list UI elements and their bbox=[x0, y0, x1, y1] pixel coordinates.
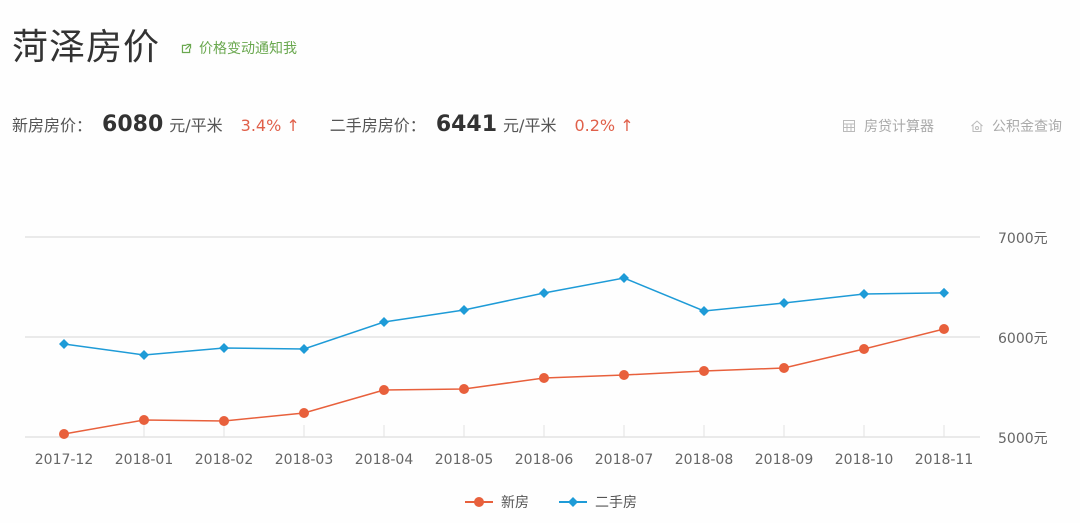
second-house-price-change: 0.2% ↑ bbox=[574, 116, 634, 135]
new-house-price-value: 6080 bbox=[102, 112, 164, 137]
legend-second-house[interactable]: 二手房 bbox=[559, 492, 637, 512]
x-tick-label: 2018-08 bbox=[675, 452, 734, 468]
data-point[interactable] bbox=[619, 273, 629, 283]
data-point[interactable] bbox=[859, 289, 869, 299]
data-point[interactable] bbox=[459, 384, 469, 394]
new-house-price-change: 3.4% ↑ bbox=[240, 116, 300, 135]
data-point[interactable] bbox=[699, 306, 709, 316]
x-tick-label: 2018-03 bbox=[275, 452, 334, 468]
data-point[interactable] bbox=[779, 363, 789, 373]
x-tick-label: 2018-09 bbox=[755, 452, 814, 468]
x-tick-label: 2018-07 bbox=[595, 452, 654, 468]
data-point[interactable] bbox=[219, 416, 229, 426]
fund-query-label: 公积金查询 bbox=[992, 119, 1062, 135]
legend-new-house-label: 新房 bbox=[501, 495, 529, 511]
data-point[interactable] bbox=[299, 408, 309, 418]
data-point[interactable] bbox=[939, 287, 949, 298]
chart-legend: 新房 二手房 bbox=[465, 492, 637, 512]
data-point[interactable] bbox=[699, 366, 709, 376]
diamond-marker-icon bbox=[559, 497, 587, 507]
x-tick-label: 2018-02 bbox=[195, 452, 254, 468]
series-line bbox=[63, 277, 945, 356]
data-point[interactable] bbox=[219, 343, 229, 353]
new-house-price-unit: 元/平米 bbox=[169, 116, 223, 135]
legend-new-house[interactable]: 新房 bbox=[465, 492, 529, 512]
data-point[interactable] bbox=[299, 344, 309, 354]
page-title: 菏泽房价 bbox=[12, 27, 161, 68]
data-point[interactable] bbox=[59, 339, 69, 349]
calculator-icon bbox=[843, 120, 855, 132]
x-tick-label: 2018-04 bbox=[355, 452, 414, 468]
data-point[interactable] bbox=[379, 385, 389, 395]
second-house-price-value: 6441 bbox=[435, 112, 498, 137]
circle-marker-icon bbox=[465, 497, 493, 507]
x-tick-label: 2018-05 bbox=[435, 452, 494, 468]
x-tick-label: 2017-12 bbox=[35, 452, 94, 468]
y-tick-label: 7000元 bbox=[998, 231, 1048, 247]
new-house-price-label: 新房房价： bbox=[12, 116, 93, 135]
fund-query-link[interactable]: 公积金查询 bbox=[970, 116, 1062, 136]
data-point[interactable] bbox=[59, 429, 69, 439]
series-line bbox=[63, 328, 945, 435]
x-tick-label: 2018-11 bbox=[915, 452, 974, 468]
house-icon bbox=[971, 120, 983, 132]
data-point[interactable] bbox=[459, 305, 469, 315]
external-link-icon bbox=[181, 43, 192, 53]
second-house-price-label: 二手房房价： bbox=[329, 116, 426, 135]
data-point[interactable] bbox=[379, 317, 389, 327]
y-tick-label: 6000元 bbox=[998, 331, 1048, 347]
tools-bar: 房贷计算器 公积金查询 bbox=[842, 116, 1062, 136]
loan-calculator-link[interactable]: 房贷计算器 bbox=[842, 116, 934, 136]
x-tick-label: 2018-10 bbox=[835, 452, 894, 468]
legend-second-house-label: 二手房 bbox=[595, 495, 637, 511]
data-point[interactable] bbox=[539, 373, 549, 383]
loan-calculator-label: 房贷计算器 bbox=[864, 119, 934, 135]
notify-label: 价格变动通知我 bbox=[199, 41, 297, 57]
y-tick-label: 5000元 bbox=[998, 431, 1048, 447]
second-house-price-unit: 元/平米 bbox=[503, 116, 557, 135]
x-tick-label: 2018-06 bbox=[515, 452, 574, 468]
data-point[interactable] bbox=[139, 415, 149, 425]
data-point[interactable] bbox=[539, 288, 549, 298]
data-point[interactable] bbox=[139, 350, 149, 360]
data-point[interactable] bbox=[779, 298, 789, 308]
data-point[interactable] bbox=[859, 344, 869, 354]
x-tick-label: 2018-01 bbox=[115, 452, 174, 468]
price-notify-link[interactable]: 价格变动通知我 bbox=[180, 38, 297, 58]
data-point[interactable] bbox=[939, 324, 949, 334]
price-summary: 新房房价： 6080 元/平米 3.4% ↑ 二手房房价： 6441 元/平米 … bbox=[12, 112, 664, 137]
data-point[interactable] bbox=[619, 370, 629, 380]
